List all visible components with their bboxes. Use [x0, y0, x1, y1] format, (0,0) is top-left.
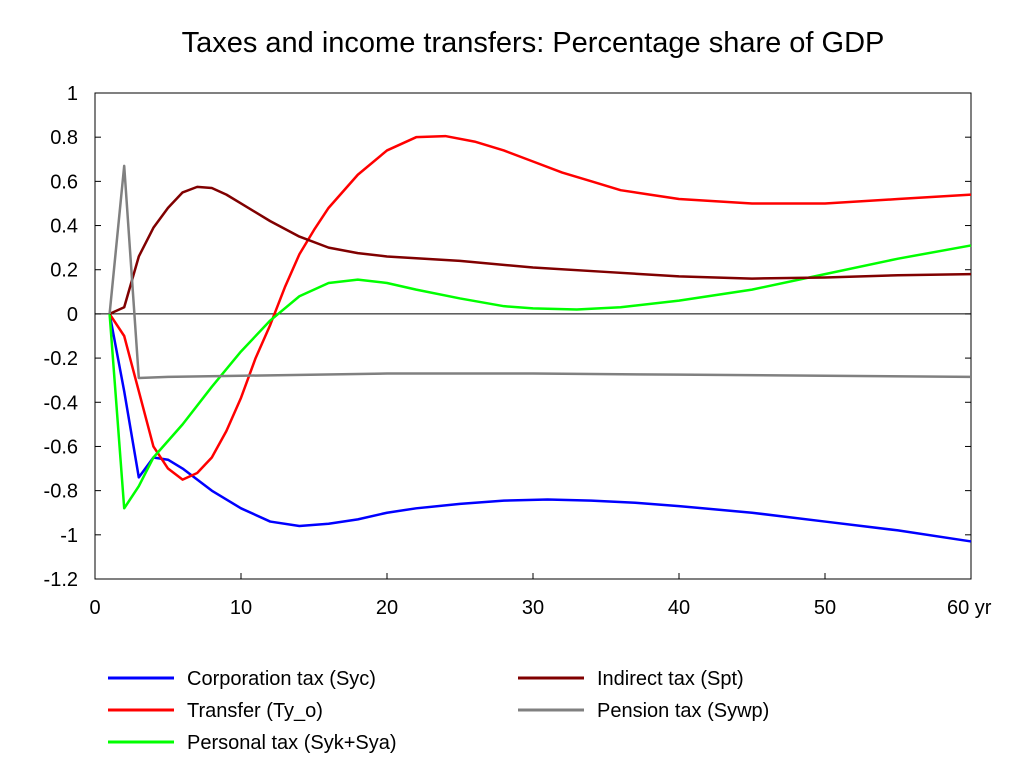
- series-lines: [108, 134, 972, 543]
- series-line-3: [108, 244, 972, 510]
- y-tick-label: 0.4: [50, 216, 78, 238]
- x-tick-label: 20: [376, 597, 398, 619]
- series-line-5: [108, 164, 972, 380]
- y-tick-label: 0.2: [50, 260, 78, 282]
- x-axis: 0 10 20 30 40 50 60 yr: [89, 573, 992, 619]
- legend: Corporation tax (Syc) Transfer (Ty_o) Pers…: [108, 668, 769, 754]
- legend-label-3: Personal tax (Syk+Sya): [187, 732, 397, 754]
- series-line-2: [108, 134, 972, 481]
- y-axis: 1 0.8 0.6 0.4 0.2 0 -0.2 -0.4 -0.6 -0.8 -1 -1.2: [44, 83, 971, 591]
- y-tick-label: 1: [67, 83, 78, 105]
- y-tick-label: 0: [67, 304, 78, 326]
- legend-label-2: Transfer (Ty_o): [187, 700, 323, 722]
- x-tick-label: 50: [814, 597, 836, 619]
- x-tick-label: 30: [522, 597, 544, 619]
- series-line-4: [109, 185, 972, 316]
- x-tick-label: 0: [89, 597, 100, 619]
- x-tick-label: 60 yr: [947, 597, 992, 619]
- legend-label-4: Indirect tax (Spt): [597, 668, 744, 690]
- y-tick-label: 0.8: [50, 127, 78, 149]
- y-tick-label: -0.2: [44, 348, 78, 370]
- y-tick-label: -0.4: [44, 392, 78, 414]
- y-tick-label: -1.2: [44, 569, 78, 591]
- chart-title: Taxes and income transfers: Percentage s…: [182, 27, 885, 59]
- series-line-1: [108, 313, 972, 543]
- plot-frame: [94, 92, 972, 580]
- x-tick-label: 10: [230, 597, 252, 619]
- x-tick-label: 40: [668, 597, 690, 619]
- legend-label-5: Pension tax (Sywp): [597, 700, 769, 722]
- y-tick-label: -1: [60, 525, 78, 547]
- legend-label-1: Corporation tax (Syc): [187, 668, 376, 690]
- y-tick-label: -0.8: [44, 481, 78, 503]
- y-tick-label: -0.6: [44, 436, 78, 458]
- y-tick-label: 0.6: [50, 171, 78, 193]
